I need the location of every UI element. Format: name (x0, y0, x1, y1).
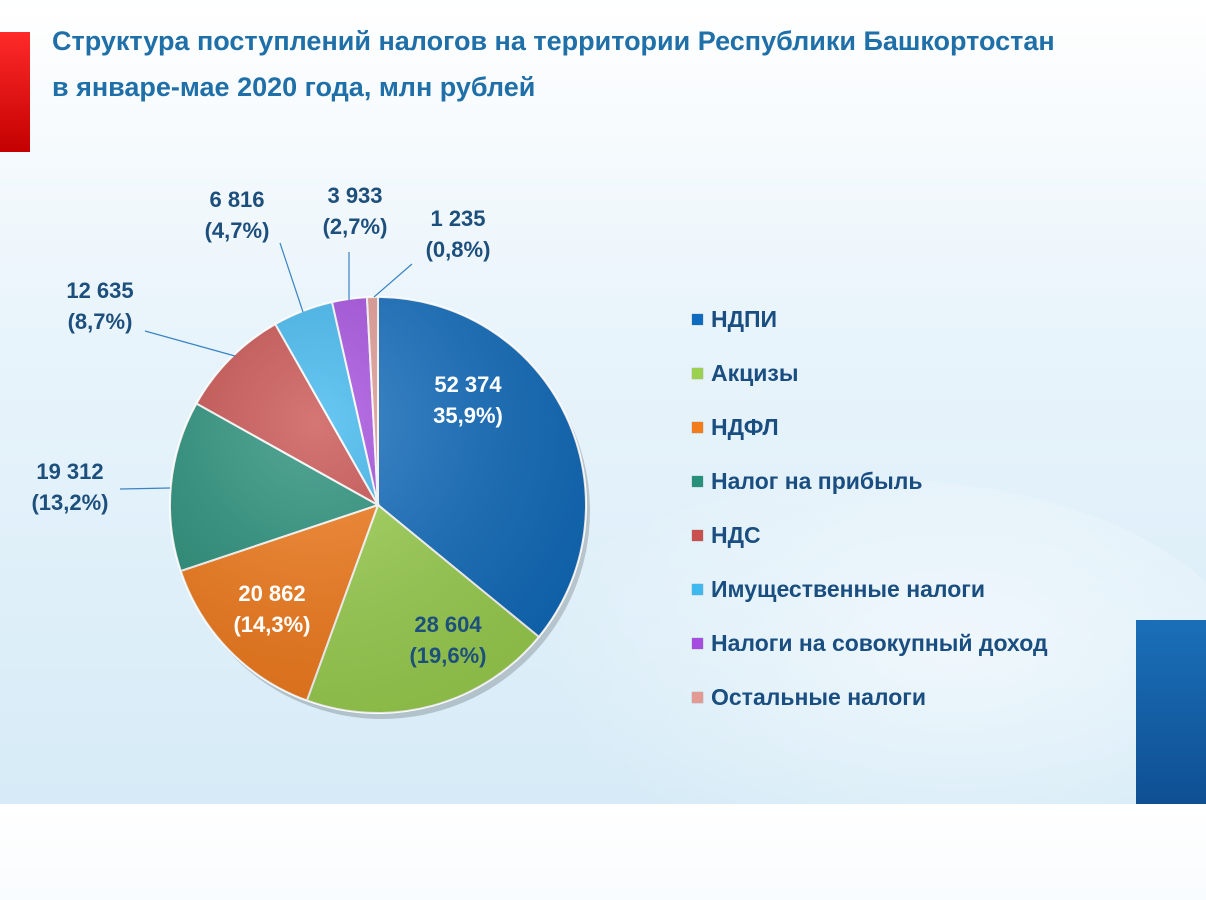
data-label-percent-4: (13,2%) (31, 490, 108, 515)
legend-label-8: Остальные налоги (711, 683, 926, 710)
legend-swatch-8 (692, 691, 703, 703)
pie-chart: 52 374 35,9%) 28 604 (19,6%) 20 862 (14,3%) 19… (31, 183, 590, 719)
data-label-value-8: 1 235 (430, 206, 485, 231)
data-label-percent-8: (0,8%) (426, 237, 491, 262)
data-label-percent-5: (8,7%) (68, 309, 133, 334)
pie-shading (170, 297, 586, 713)
data-label-percent-1: 35,9%) (433, 403, 503, 428)
leader-line-6 (279, 242, 304, 313)
legend-label-7: Налоги на совокупный доход (711, 629, 1048, 656)
legend-swatch-2 (692, 367, 703, 379)
title-line-1: Структура поступлений налогов на террито… (52, 26, 1055, 56)
legend-item-4: Налог на прибыль (692, 454, 1132, 508)
data-label-value-4: 19 312 (36, 459, 103, 484)
data-label-percent-7: (2,7%) (323, 214, 388, 239)
legend-label-6: Имущественные налоги (711, 575, 985, 602)
legend-label-3: НДФЛ (711, 413, 779, 440)
legend-item-5: НДС (692, 508, 1132, 562)
data-label-value-5: 12 635 (66, 278, 133, 303)
data-label-percent-6: (4,7%) (205, 218, 270, 243)
leader-line-8 (373, 263, 413, 298)
data-label-value-3: 20 862 (238, 581, 305, 606)
leader-line-4 (119, 487, 171, 490)
legend-swatch-6 (692, 583, 703, 595)
leader-line-5 (144, 330, 236, 357)
legend-item-1: НДПИ (692, 292, 1132, 346)
legend-item-7: Налоги на совокупный доход (692, 616, 1132, 670)
legend-swatch-3 (692, 421, 703, 433)
data-label-value-1: 52 374 (434, 372, 502, 397)
legend-swatch-7 (692, 637, 703, 649)
title-line-2: в январе-мае 2020 года, млн рублей (52, 72, 536, 102)
legend-label-5: НДС (711, 521, 761, 548)
page-title: Структура поступлений налогов на террито… (52, 18, 1132, 110)
corner-decoration (1136, 620, 1206, 804)
data-label-percent-2: (19,6%) (409, 643, 486, 668)
data-label-percent-3: (14,3%) (233, 612, 310, 637)
legend-swatch-5 (692, 529, 703, 541)
legend-item-3: НДФЛ (692, 400, 1132, 454)
legend-swatch-1 (692, 313, 703, 325)
data-label-value-6: 6 816 (209, 187, 264, 212)
data-label-value-7: 3 933 (327, 183, 382, 208)
chart-legend: НДПИ Акцизы НДФЛ Налог на прибыль НДС Имущест… (692, 292, 1132, 724)
legend-swatch-4 (692, 475, 703, 487)
legend-item-2: Акцизы (692, 346, 1132, 400)
legend-item-6: Имущественные налоги (692, 562, 1132, 616)
red-accent-bar (0, 32, 30, 152)
legend-label-2: Акцизы (711, 359, 799, 386)
legend-label-4: Налог на прибыль (711, 467, 923, 494)
legend-label-1: НДПИ (711, 305, 778, 332)
legend-item-8: Остальные налоги (692, 670, 1132, 724)
data-label-value-2: 28 604 (414, 612, 482, 637)
